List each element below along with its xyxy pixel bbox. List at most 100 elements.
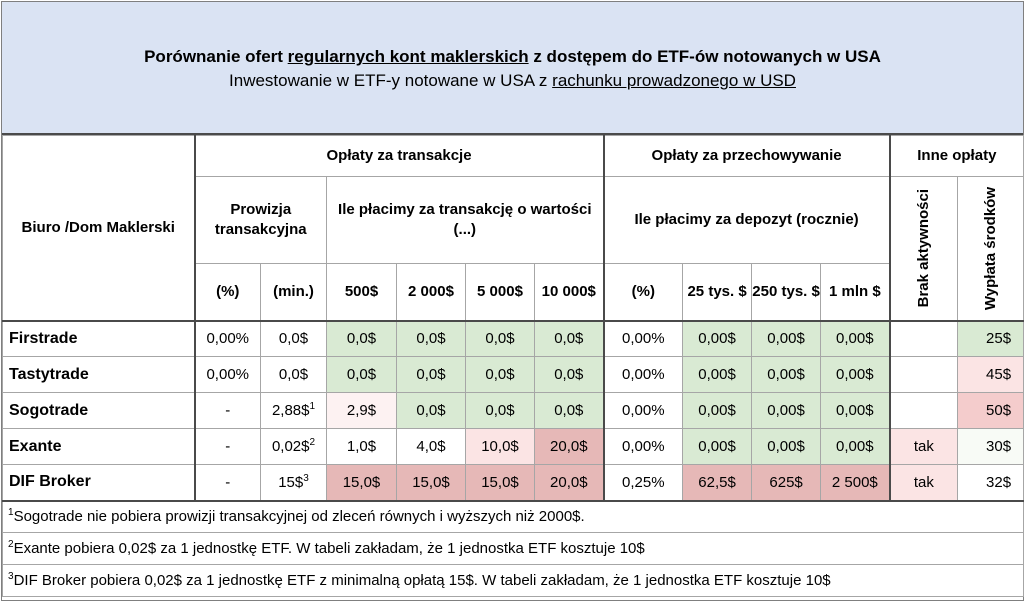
cell-d250k: 625$	[751, 464, 822, 502]
subtitle-text: Inwestowanie w ETF-y notowane w USA z	[229, 71, 553, 90]
cell-t500: 15,0$	[326, 464, 397, 502]
title-text-end: z dostępem do ETF-ów notowanych w USA	[528, 47, 881, 66]
cell-withdrawal: 30$	[957, 428, 1025, 465]
cell-dep-pct: 0,00%	[603, 320, 684, 357]
cell-t2000: 0,0$	[396, 392, 466, 429]
cell-t10000: 20,0$	[533, 428, 605, 465]
title-text: Porównanie ofert	[144, 47, 288, 66]
cell-d25k: 0,00$	[682, 392, 753, 429]
cell-pct: -	[194, 464, 261, 502]
footnote-row: 1Sogotrade nie pobiera prowizji transakc…	[1, 500, 1025, 533]
header-transactions: Opłaty za transakcje	[193, 135, 605, 177]
table-row: DIF Broker - 15$3 15,0$ 15,0$ 15,0$ 20,0…	[2, 464, 1025, 502]
cell-d25k: 62,5$	[682, 464, 753, 502]
cell-inactivity	[889, 356, 959, 393]
unit-5000: 5 000$	[465, 263, 535, 322]
footnote-number: 1	[8, 507, 14, 519]
min-value: 0,0$	[278, 366, 309, 383]
cell-withdrawal: 50$	[957, 392, 1025, 429]
cell-dep-pct: 0,00%	[603, 428, 684, 465]
table-row: Tastytrade 0,00% 0,0$ 0,0$ 0,0$ 0,0$ 0,0…	[2, 356, 1025, 393]
cell-inactivity	[889, 320, 959, 357]
cell-t5000: 0,0$	[465, 392, 535, 429]
footnote-number: 3	[8, 571, 14, 582]
cell-pct: 0,00%	[194, 356, 261, 393]
cell-t5000: 10,0$	[465, 428, 535, 465]
cell-t5000: 15,0$	[465, 464, 535, 502]
broker-name: Sogotrade	[2, 392, 196, 429]
cell-d25k: 0,00$	[682, 320, 753, 357]
broker-name: Exante	[2, 428, 196, 465]
cell-t10000: 0,0$	[533, 320, 605, 357]
unit-500: 500$	[326, 263, 397, 322]
cell-t10000: 20,0$	[533, 464, 605, 502]
footnote-ref: 1	[309, 401, 316, 412]
inactivity-label: Brak aktywności	[915, 189, 933, 308]
footnote-number: 2	[8, 539, 14, 550]
cell-dep-pct: 0,00%	[603, 356, 684, 393]
cell-d250k: 0,00$	[751, 428, 822, 465]
footnote-text: Sogotrade nie pobiera prowizji transakcy…	[13, 508, 585, 526]
table-row: Sogotrade - 2,88$1 2,9$ 0,0$ 0,0$ 0,0$ 0…	[2, 392, 1025, 429]
cell-pct: -	[194, 392, 261, 429]
cell-d25k: 0,00$	[682, 428, 753, 465]
title-banner: Porównanie ofert regularnych kont makler…	[2, 2, 1023, 135]
cell-d25k: 0,00$	[682, 356, 753, 393]
unit-2000: 2 000$	[396, 263, 466, 322]
cell-dep-pct: 0,25%	[603, 464, 684, 502]
cell-withdrawal: 45$	[957, 356, 1025, 393]
cell-d1m: 0,00$	[820, 320, 891, 357]
cell-t5000: 0,0$	[465, 320, 535, 357]
cell-t5000: 0,0$	[465, 356, 535, 393]
header-commission: Prowizja transakcyjna	[194, 176, 327, 264]
footnote-text: Exante pobiera 0,02$ za 1 jednostkę ETF.…	[13, 540, 645, 557]
header-custody: Opłaty za przechowywanie	[603, 135, 891, 177]
cell-t10000: 0,0$	[533, 356, 605, 393]
unit-dep-pct: (%)	[603, 263, 684, 322]
title-link[interactable]: regularnych kont maklerskich	[287, 47, 529, 66]
cell-min: 0,0$	[260, 320, 327, 357]
header-inactivity: Brak aktywności	[889, 176, 959, 322]
min-value: 0,02$	[271, 438, 310, 455]
unit-10000: 10 000$	[533, 263, 605, 322]
footnote-text: DIF Broker pobiera 0,02$ za 1 jednostkę …	[13, 572, 831, 589]
cell-pct: -	[194, 428, 261, 465]
cell-withdrawal: 25$	[957, 320, 1025, 357]
min-value: 2,88$	[271, 402, 310, 419]
footnote-2: 2Exante pobiera 0,02$ za 1 jednostkę ETF…	[1, 532, 1025, 565]
cell-d250k: 0,00$	[751, 356, 822, 393]
min-value: 0,0$	[278, 330, 309, 348]
header-withdrawal: Wypłata środków	[957, 176, 1025, 322]
unit-1m: 1 mln $	[820, 263, 891, 322]
cell-d250k: 0,00$	[751, 320, 822, 357]
footnote-3: 3DIF Broker pobiera 0,02$ za 1 jednostkę…	[1, 564, 1025, 597]
cell-d1m: 0,00$	[820, 356, 891, 393]
header-biuro: Biuro /Dom Maklerski	[2, 135, 196, 322]
cell-min: 0,02$2	[260, 428, 327, 465]
footnote-row: 2Exante pobiera 0,02$ za 1 jednostkę ETF…	[1, 532, 1025, 565]
cell-t2000: 4,0$	[396, 428, 466, 465]
broker-name: DIF Broker	[2, 464, 196, 502]
footnote-1: 1Sogotrade nie pobiera prowizji transakc…	[1, 500, 1025, 533]
cell-t500: 0,0$	[326, 320, 397, 357]
footnote-ref: 2	[309, 437, 316, 448]
footnote-ref: 3	[303, 472, 309, 484]
header-transaction-value: Ile płacimy za transakcję o wartości (..…	[325, 176, 605, 264]
cell-d1m: 2 500$	[820, 464, 891, 502]
cell-d1m: 0,00$	[820, 392, 891, 429]
subtitle-link[interactable]: rachunku prowadzonego w USD	[552, 71, 796, 90]
table-row: Exante - 0,02$2 1,0$ 4,0$ 10,0$ 20,0$ 0,…	[2, 428, 1025, 465]
cell-d1m: 0,00$	[820, 428, 891, 465]
unit-250k: 250 tys. $	[751, 263, 822, 322]
withdrawal-label: Wypłata środków	[982, 186, 1000, 310]
cell-min: 15$3	[260, 464, 327, 502]
cell-t2000: 15,0$	[396, 464, 466, 502]
cell-t2000: 0,0$	[396, 320, 466, 357]
footnote-row: 3DIF Broker pobiera 0,02$ za 1 jednostkę…	[1, 564, 1025, 597]
broker-table: Biuro /Dom Maklerski Opłaty za transakcj…	[1, 135, 1025, 597]
page-title: Porównanie ofert regularnych kont makler…	[2, 2, 1023, 68]
cell-withdrawal: 32$	[957, 464, 1025, 502]
cell-inactivity	[889, 392, 959, 429]
cell-dep-pct: 0,00%	[603, 392, 684, 429]
